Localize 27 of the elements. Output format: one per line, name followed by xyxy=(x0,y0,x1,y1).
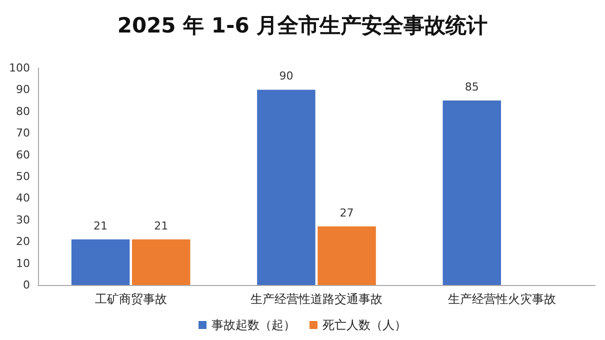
legend-label: 死亡人数（人） xyxy=(322,318,406,332)
bar xyxy=(442,100,501,285)
y-tick-label: 50 xyxy=(16,170,30,183)
y-tick-label: 30 xyxy=(16,213,30,226)
x-tick-label: 工矿商贸事故 xyxy=(94,292,167,306)
data-label: 21 xyxy=(154,219,168,232)
bar xyxy=(71,239,130,285)
y-tick-label: 10 xyxy=(16,256,30,270)
y-tick-label: 0 xyxy=(23,278,30,292)
data-label: 90 xyxy=(279,70,294,83)
data-label: 85 xyxy=(464,80,479,94)
y-tick-label: 90 xyxy=(16,83,30,96)
data-label: 21 xyxy=(94,219,108,232)
y-tick-label: 20 xyxy=(16,235,30,248)
bar xyxy=(132,239,190,285)
legend-label: 事故起数（起） xyxy=(212,318,296,332)
x-tick-label: 生产经营性火灾事故 xyxy=(448,292,556,306)
bar xyxy=(318,226,376,285)
y-tick-label: 80 xyxy=(16,104,30,118)
bar xyxy=(257,90,316,285)
y-tick-label: 70 xyxy=(16,126,30,140)
data-label: 27 xyxy=(340,206,354,220)
y-tick-label: 100 xyxy=(9,62,30,74)
x-tick-label: 生产经营性道路交通事故 xyxy=(250,292,382,306)
y-tick-label: 60 xyxy=(16,148,30,162)
y-tick-label: 40 xyxy=(16,192,30,205)
chart-title: 2025 年 1-6 月全市生产安全事故统计 xyxy=(117,14,488,38)
